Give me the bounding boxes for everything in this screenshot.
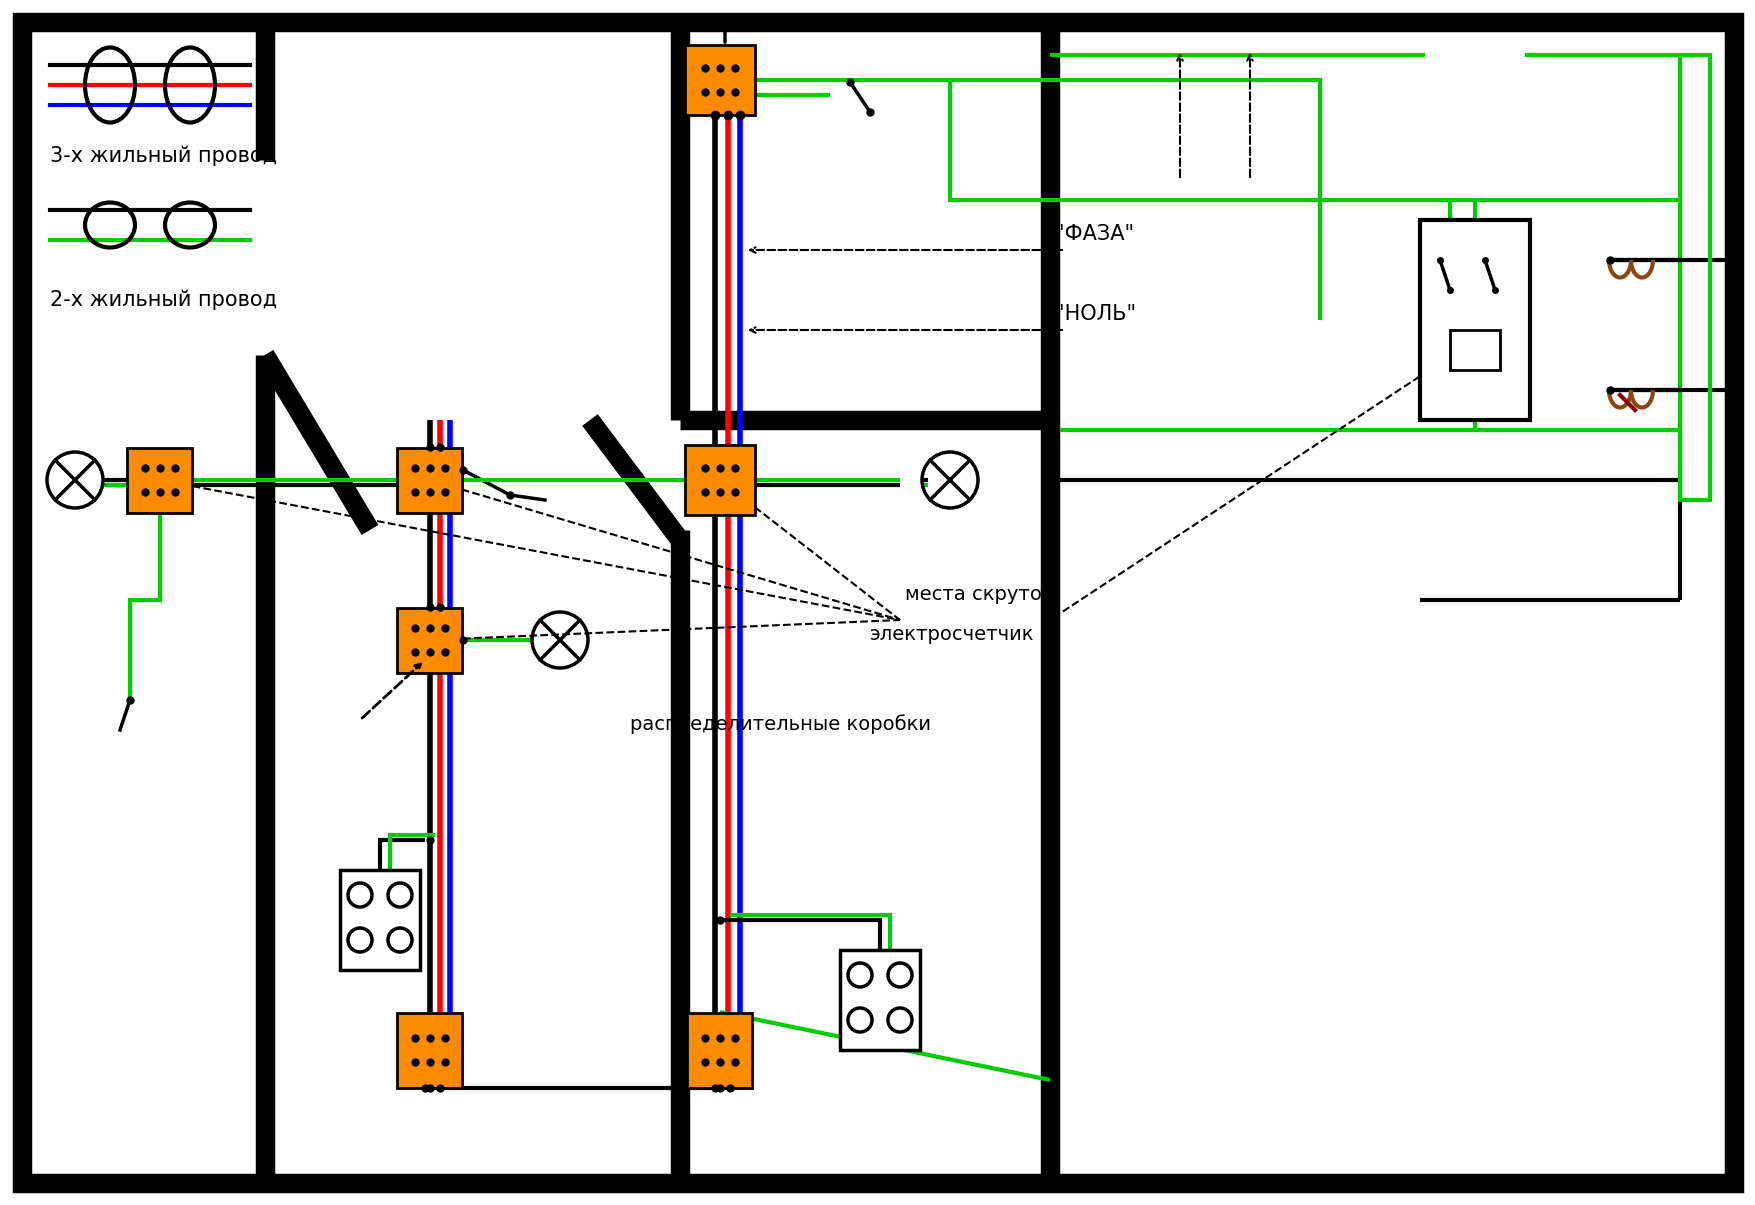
Bar bbox=[397, 607, 462, 672]
Bar bbox=[340, 870, 419, 970]
Bar bbox=[684, 445, 755, 515]
Text: электросчетчик: электросчетчик bbox=[869, 625, 1034, 643]
Bar bbox=[397, 447, 462, 512]
Bar bbox=[397, 1012, 462, 1087]
Bar bbox=[839, 950, 920, 1050]
Bar bbox=[1420, 221, 1529, 421]
Text: "ФАЗА": "ФАЗА" bbox=[1055, 224, 1134, 243]
Bar bbox=[684, 45, 755, 114]
Text: 3-х жильный провод: 3-х жильный провод bbox=[49, 145, 277, 165]
Bar bbox=[128, 447, 193, 512]
Bar bbox=[688, 1012, 753, 1087]
Text: "НОЛЬ": "НОЛЬ" bbox=[1055, 304, 1135, 324]
Bar bbox=[1450, 330, 1499, 370]
Text: распределительные коробки: распределительные коробки bbox=[630, 715, 930, 734]
Text: 2-х жильный провод: 2-х жильный провод bbox=[49, 290, 277, 311]
Text: места скруток: места скруток bbox=[904, 584, 1053, 604]
